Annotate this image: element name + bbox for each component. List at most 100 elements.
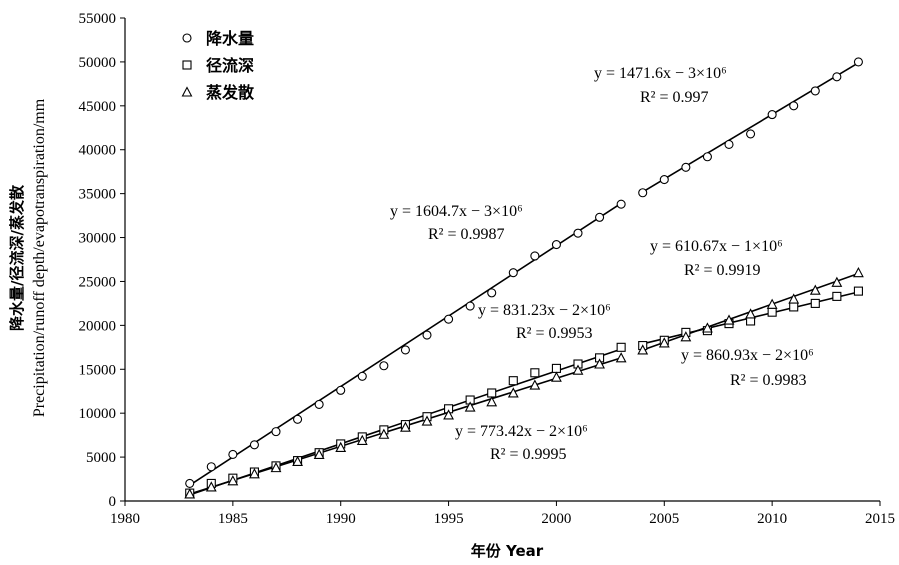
data-point-circle — [789, 101, 799, 111]
data-point-square — [767, 307, 777, 317]
trendline — [189, 202, 622, 486]
data-point-circle — [638, 188, 648, 198]
data-point-circle — [400, 345, 410, 355]
data-point-circle — [336, 385, 346, 395]
x-tick-label: 1995 — [434, 511, 464, 527]
legend-label: 径流深 — [206, 56, 254, 75]
data-point-square — [853, 286, 863, 296]
trend-equation: y = 773.42x − 2×10⁶ — [455, 423, 588, 440]
data-point-triangle — [572, 364, 584, 375]
trend-equation: y = 831.23x − 2×10⁶ — [478, 302, 611, 319]
x-axis-title: 年份 Year — [471, 542, 544, 560]
trend-r2: R² = 0.9995 — [490, 446, 567, 463]
data-point-triangle — [313, 448, 325, 460]
data-point-circle — [228, 449, 238, 460]
trend-r2: R² = 0.997 — [640, 89, 709, 106]
x-tick-label: 1985 — [218, 511, 248, 527]
y-tick-label: 50000 — [79, 55, 117, 71]
data-point-triangle — [529, 379, 541, 390]
data-point-triangle — [658, 337, 670, 348]
x-tick-label: 2015 — [865, 511, 895, 527]
y-tick-label: 0 — [109, 494, 117, 510]
data-point-square — [810, 298, 820, 308]
y-tick-label: 30000 — [79, 231, 117, 247]
data-point-circle — [681, 162, 691, 172]
legend-label: 降水量 — [206, 29, 254, 48]
data-point-square — [530, 368, 540, 378]
data-point-triangle — [788, 293, 800, 304]
x-tick-label: 1990 — [326, 511, 356, 527]
data-point-square — [551, 363, 561, 373]
y-tick-label: 55000 — [79, 11, 117, 27]
y-tick-label: 40000 — [79, 143, 117, 159]
data-point-triangle — [745, 308, 756, 319]
y-tick-label: 5000 — [86, 450, 116, 466]
data-point-circle — [293, 414, 303, 424]
trend-equation: y = 1471.6x − 3×10⁶ — [594, 65, 727, 82]
x-tick-label: 2005 — [649, 511, 679, 527]
y-axis-title-en: Precipitation/runoff depth/evapotranspir… — [31, 98, 48, 417]
data-point-square — [832, 291, 842, 301]
data-point-circle — [573, 228, 583, 238]
data-point-circle — [853, 57, 863, 67]
data-point-circle — [810, 86, 820, 96]
data-point-triangle — [421, 415, 433, 426]
data-point-square — [789, 302, 799, 312]
data-point-triangle — [443, 409, 454, 420]
data-point-circle — [206, 462, 216, 472]
data-point-circle — [487, 288, 497, 298]
data-point-circle — [702, 152, 712, 162]
data-point-circle — [530, 251, 540, 261]
y-tick-label: 25000 — [79, 274, 117, 290]
data-point-circle — [724, 139, 734, 150]
data-point-triangle — [809, 284, 821, 295]
data-point-triangle — [205, 481, 217, 492]
y-axis-title: 降水量/径流深/蒸发散 — [8, 184, 26, 331]
data-point-circle — [616, 199, 626, 209]
y-tick-label: 20000 — [79, 318, 117, 334]
data-point-triangle — [853, 266, 864, 278]
data-point-circle — [767, 110, 777, 120]
y-tick-label: 15000 — [79, 362, 117, 378]
data-point-triangle — [680, 331, 692, 342]
data-point-triangle — [356, 434, 368, 445]
data-point-square — [487, 388, 497, 398]
data-point-triangle — [335, 441, 347, 452]
data-point-triangle — [249, 468, 260, 479]
trend-r2: R² = 0.9983 — [730, 372, 807, 389]
data-point-square — [616, 342, 626, 352]
data-point-triangle — [378, 428, 390, 439]
data-point-circle — [357, 371, 367, 381]
y-tick-label: 10000 — [79, 406, 117, 422]
data-point-circle — [271, 427, 281, 437]
data-point-triangle — [594, 358, 605, 369]
legend-marker-circle — [182, 33, 192, 43]
trend-r2: R² = 0.9919 — [684, 262, 761, 279]
legend-marker-square — [182, 60, 192, 70]
data-point-triangle — [400, 421, 411, 432]
x-tick-label: 2010 — [757, 511, 787, 527]
data-point-triangle — [551, 371, 562, 382]
y-tick-label: 35000 — [79, 187, 117, 203]
data-point-circle — [659, 175, 669, 185]
data-point-triangle — [615, 352, 627, 363]
legend-label: 蒸发散 — [206, 83, 255, 102]
data-point-circle — [249, 440, 259, 450]
data-point-triangle — [507, 387, 519, 398]
trend-r2: R² = 0.9953 — [516, 325, 593, 342]
data-point-triangle — [702, 322, 713, 333]
data-point-circle — [314, 399, 324, 409]
x-tick-label: 2000 — [541, 511, 571, 527]
data-point-triangle — [184, 488, 196, 499]
data-point-circle — [185, 478, 195, 488]
data-point-triangle — [292, 455, 303, 467]
trendline — [642, 62, 859, 193]
data-point-triangle — [227, 475, 239, 486]
data-markers — [184, 57, 864, 499]
trend-equation: y = 610.67x − 1×10⁶ — [650, 238, 783, 255]
data-point-circle — [379, 361, 389, 371]
trend-equation: y = 860.93x − 2×10⁶ — [681, 347, 814, 364]
x-tick-label: 1980 — [110, 511, 140, 527]
